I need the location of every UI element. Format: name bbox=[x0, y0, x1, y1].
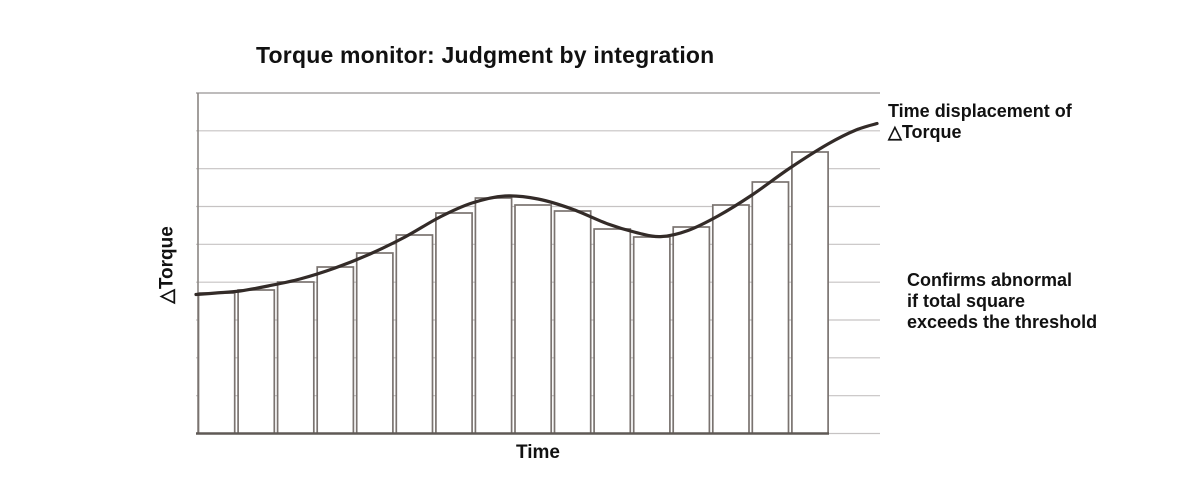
integration-bar bbox=[791, 151, 829, 435]
integration-bar bbox=[435, 212, 473, 435]
torque-curve bbox=[194, 121, 879, 297]
curve-annotation: Time displacement of △Torque bbox=[888, 101, 1072, 143]
judgment-note-annotation: Confirms abnormal if total square exceed… bbox=[907, 270, 1097, 333]
chart-title: Torque monitor: Judgment by integration bbox=[256, 42, 715, 68]
integration-bar bbox=[711, 204, 750, 435]
integration-bar bbox=[395, 234, 434, 435]
curve-annotation-line1: Time displacement of bbox=[888, 101, 1072, 121]
integration-bar bbox=[593, 228, 632, 435]
integration-bar bbox=[632, 236, 671, 435]
x-axis-label: Time bbox=[515, 442, 561, 463]
integration-bar bbox=[316, 266, 355, 435]
y-axis-label: △Torque bbox=[156, 226, 178, 304]
integration-bar bbox=[355, 252, 394, 435]
integration-bar bbox=[474, 197, 513, 435]
integration-bar bbox=[672, 226, 711, 435]
integration-bar bbox=[553, 210, 592, 435]
curve-annotation-line2: △Torque bbox=[888, 122, 962, 142]
integration-bar bbox=[237, 289, 276, 435]
judgment-note-line2: if total square bbox=[907, 291, 1026, 311]
judgment-note-line1: Confirms abnormal bbox=[907, 270, 1073, 290]
integration-bar bbox=[276, 281, 315, 435]
integration-bar bbox=[197, 292, 236, 435]
judgment-note-line3: exceeds the threshold bbox=[907, 312, 1098, 332]
integration-bar bbox=[514, 204, 553, 435]
integration-bar bbox=[751, 181, 790, 435]
